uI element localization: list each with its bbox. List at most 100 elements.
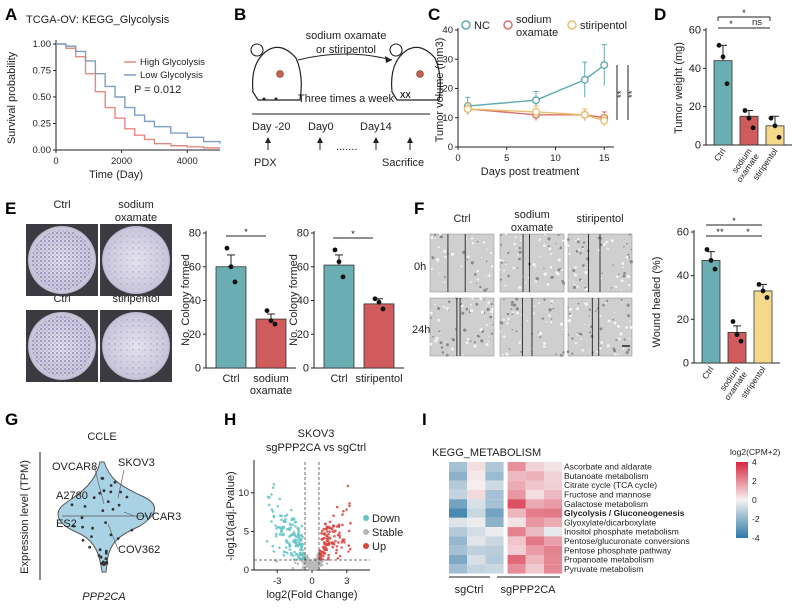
e1-ytick-label: 40: [189, 295, 201, 307]
f-cell: [471, 241, 475, 245]
d-point: [716, 42, 722, 48]
i-cell: [485, 545, 504, 555]
a-ytick-label: 0.00: [33, 145, 52, 156]
i-row-label-7: Inositol phosphate metabolism: [564, 527, 679, 537]
i-cell: [525, 471, 544, 481]
h-gene-point: [320, 532, 323, 535]
f-xlabel-0: Ctrl: [700, 364, 716, 381]
i-cell: [507, 564, 526, 574]
f-cell: [613, 353, 617, 356]
f-ylabel: Wound healed (%): [651, 257, 663, 348]
f-cell: [451, 337, 453, 340]
g-cell-line-dot: [99, 555, 103, 559]
f-cell: [500, 243, 503, 246]
f-cell: [568, 252, 571, 256]
f-cell: [448, 309, 450, 311]
f-cell: [580, 279, 583, 282]
f-cell: [443, 281, 446, 283]
h-gene-point: [294, 544, 298, 548]
f-cell: [602, 303, 605, 307]
f-cell: [538, 334, 540, 336]
f-cell: [552, 307, 555, 310]
a-xtick-label: 4000: [177, 156, 198, 167]
f-cell: [598, 346, 602, 350]
h-gene-point: [326, 542, 329, 546]
g-cell-line-dot: [101, 509, 105, 512]
h-gene-point: [290, 508, 293, 512]
f-cell: [498, 258, 502, 262]
i-row-label-10: Propanoate metabolism: [564, 555, 654, 565]
f-cell: [606, 247, 609, 250]
h-gene-point: [275, 560, 279, 563]
panel-label-c: C: [428, 5, 440, 24]
g-cell-line-dot: [105, 561, 109, 565]
h-gene-point: [325, 548, 328, 552]
f-cell: [480, 310, 485, 314]
f-cell: [568, 312, 571, 315]
i-row-label-8: Pentose/glucuronate conversions: [564, 536, 690, 546]
h-gene-point: [321, 558, 325, 561]
f-cell: [443, 249, 447, 253]
h-legend-up: Up: [372, 541, 386, 553]
h-gene-point: [277, 526, 281, 529]
f-cell: [599, 327, 603, 331]
h-gene-point: [341, 513, 344, 516]
h-gene-point: [272, 550, 276, 553]
f-point: [764, 295, 770, 300]
f-cell: [434, 234, 437, 237]
i-cell: [449, 471, 468, 481]
panel-g-violin: CCLE Expression level (TPM) OVCAR8 SKOV3…: [19, 431, 181, 603]
h-gene-point: [282, 533, 285, 536]
f-cell: [576, 307, 579, 311]
h-gene-point: [301, 556, 305, 560]
i-cell: [544, 564, 563, 574]
c-line-0: [467, 64, 605, 107]
f-cell: [582, 241, 586, 244]
h-gene-point: [265, 540, 269, 543]
f-cell: [612, 347, 616, 350]
b-day-3: Day14: [360, 121, 392, 133]
g-cell-line-dot: [83, 505, 87, 508]
d-ylabel: Tumor weight (mg): [673, 42, 685, 134]
i-cell: [467, 527, 486, 537]
g-cell-line-dot: [70, 503, 74, 507]
f-ytick-label: 60: [677, 227, 689, 239]
f-cell: [622, 347, 625, 350]
i-cell: [507, 545, 526, 555]
f-cell: [512, 303, 517, 307]
c-sig-2: **: [627, 90, 638, 98]
c-xtick-label: 15: [599, 153, 610, 164]
f-cell: [559, 267, 562, 270]
f-cell: [471, 297, 474, 300]
h-gene-point: [320, 538, 324, 541]
f-cell: [516, 267, 519, 269]
f-ytick-label: 40: [677, 270, 689, 282]
f-cell: [569, 268, 571, 271]
f-point: [730, 319, 736, 324]
i-cell: [544, 471, 563, 481]
f-cell: [549, 321, 553, 324]
f-cell: [545, 321, 548, 323]
f-col-oxa-1: sodium: [514, 209, 549, 221]
h-gene-point: [295, 553, 299, 556]
a-km-curve-low: [56, 43, 221, 144]
panel-label-f: F: [414, 199, 424, 218]
e1-point: [232, 279, 238, 285]
e-plate-label-2b: oxamate: [115, 212, 157, 224]
i-cell: [544, 499, 563, 509]
f-cell: [475, 302, 479, 306]
f-cell: [562, 281, 566, 285]
f-cell: [535, 277, 539, 281]
f-cell: [460, 265, 463, 268]
f-cell: [594, 310, 597, 312]
f-cell: [618, 337, 621, 341]
h-gene-point: [321, 545, 325, 549]
f-cell: [470, 237, 474, 240]
f-cell: [561, 269, 564, 271]
f-cell: [470, 303, 472, 306]
e1-ylabel: No. Colony formed: [180, 254, 192, 346]
c-legend-nc: NC: [474, 20, 490, 32]
a-ytick-label: 0.75: [33, 66, 52, 77]
h-ylabel: -log10(adj.Pvalue): [225, 471, 237, 560]
